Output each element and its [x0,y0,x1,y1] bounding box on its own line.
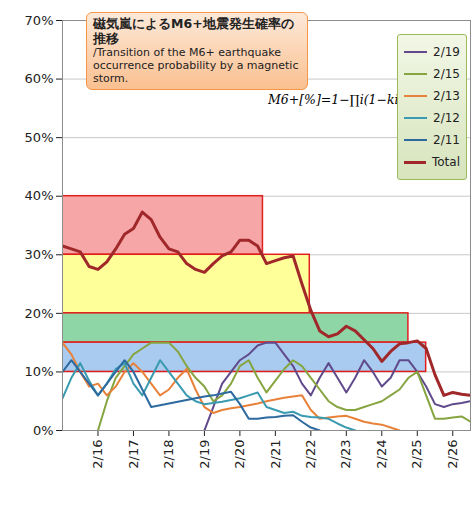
html-text:2/12: 2/12 [433,111,460,125]
svg-text:2/22: 2/22 [303,440,318,469]
svg-text:60%: 60% [25,71,54,86]
svg-text:2/26: 2/26 [445,440,460,469]
svg-text:30%: 30% [25,247,54,262]
svg-text:20%: 20% [25,306,54,321]
svg-text:70%: 70% [25,13,54,28]
svg-text:2/20: 2/20 [232,440,247,469]
svg-text:2/19: 2/19 [197,440,212,469]
html-text:2/19: 2/19 [433,45,460,59]
svg-text:0%: 0% [33,423,54,438]
svg-text:2/25: 2/25 [409,440,424,469]
svg-text:50%: 50% [25,130,54,145]
svg-text:2/17: 2/17 [126,440,141,469]
svg-text:2/24: 2/24 [374,440,389,469]
svg-text:2/16: 2/16 [90,440,105,469]
html-text:2/11: 2/11 [433,133,460,147]
html-text:M6+[%]=1−∏i(1−ki): M6+[%]=1−∏i(1−ki) [268,92,404,107]
html-text:2/15: 2/15 [433,67,460,81]
html-text:2/13: 2/13 [433,89,460,103]
html-text:/Transition of the M6+ earthqu: /Transition of the M6+ earthquake occurr… [93,46,299,86]
svg-text:2/23: 2/23 [338,440,353,469]
svg-text:2/18: 2/18 [161,440,176,469]
svg-text:2/21: 2/21 [268,440,283,469]
html-text:磁気嵐によるM6+地震発生確率の推移: 磁気嵐によるM6+地震発生確率の推移 [93,16,294,46]
html-text:Total: Total [432,155,460,169]
svg-text:40%: 40% [25,188,54,203]
svg-text:10%: 10% [25,364,54,379]
